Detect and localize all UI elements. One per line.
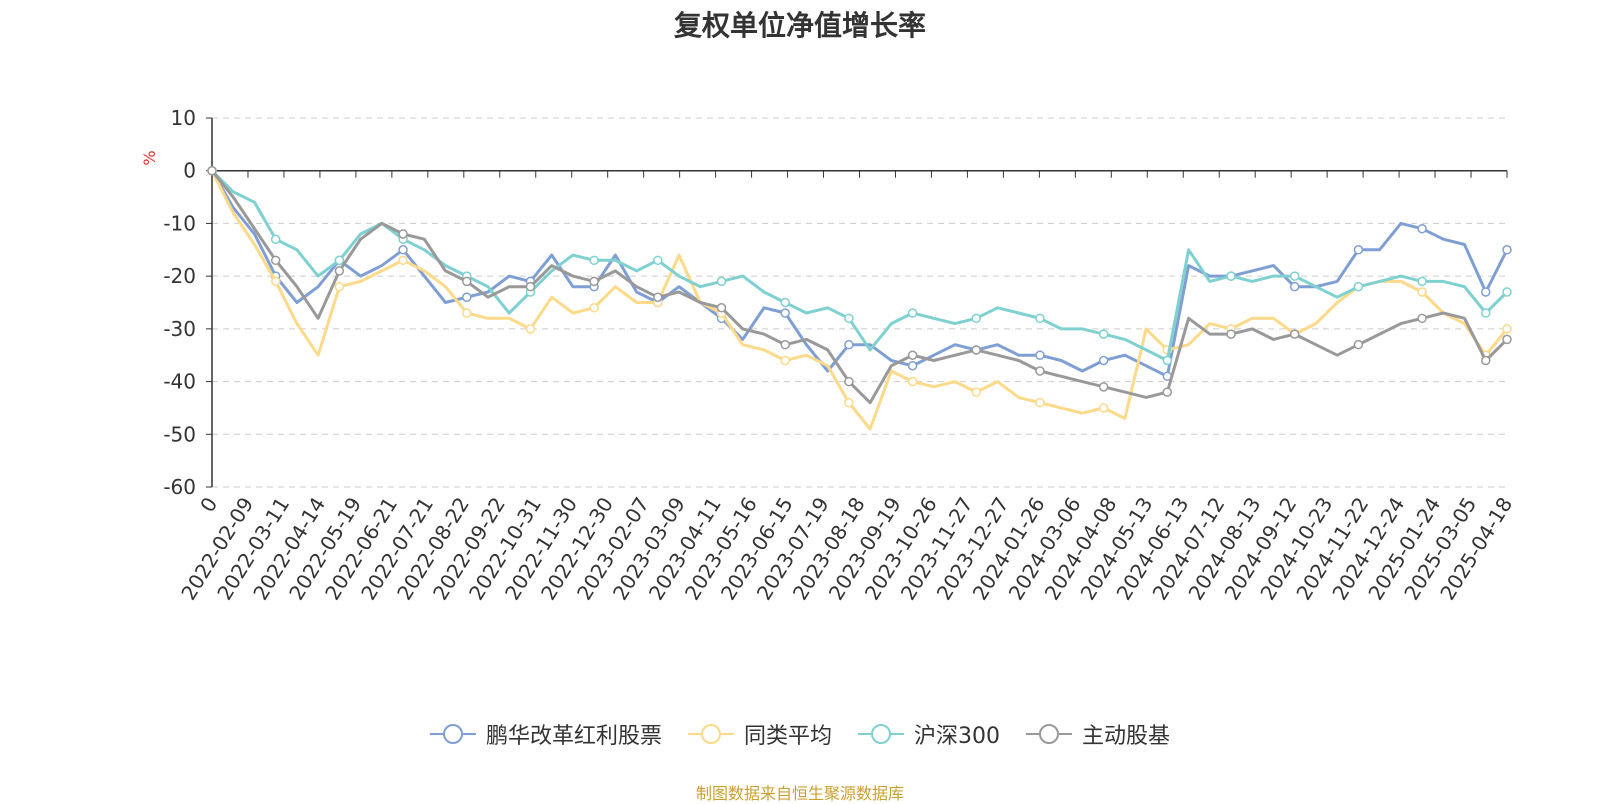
data-point [398,255,408,266]
data-point [207,165,217,176]
y-tick-label: -40 [163,370,196,394]
data-point [1502,334,1512,345]
data-point [334,266,345,276]
data-point [398,229,408,239]
data-point [1417,276,1427,287]
y-tick-label: -30 [163,317,196,341]
data-point [1098,382,1109,392]
data-point [589,303,599,313]
legend-swatch [429,724,476,744]
data-point [525,281,536,292]
data-point [1162,387,1173,397]
data-point [971,387,982,397]
data-point [1289,271,1300,281]
data-point [844,397,854,408]
data-point [780,339,790,350]
data-point [1353,245,1364,255]
data-point [1098,329,1109,339]
data-point [270,234,281,244]
data-point [1481,308,1491,318]
data-point [971,313,982,324]
legend-item-2[interactable]: 同类平均 [687,718,832,750]
data-point [1417,313,1427,324]
data-point [1417,287,1427,297]
data-point [907,308,918,318]
data-point [1035,350,1045,360]
data-point [907,376,918,387]
data-point [1353,339,1364,350]
data-point [780,308,790,318]
data-point [780,355,790,366]
y-axis-label: % [140,150,159,165]
data-point [334,255,345,266]
legend-label: 主动股基 [1082,724,1171,749]
legend-swatch [1026,724,1072,744]
data-point [1417,223,1427,234]
chart-legend: 鹏华改革红利股票 同类平均 沪深300 主动股基 [0,718,1600,750]
data-point [844,339,854,350]
data-point [1226,271,1236,281]
data-point [334,281,345,292]
y-tick-label: -60 [163,475,196,499]
data-point [1035,313,1045,324]
data-point [716,276,727,287]
data-point [653,255,663,266]
data-point [971,345,982,355]
data-point [653,292,663,302]
data-point [844,313,854,324]
legend-swatch [858,724,904,744]
data-point [525,324,536,334]
y-tick-label: -50 [163,422,196,446]
data-point [907,350,918,360]
data-point [907,361,918,371]
chart-title: 复权单位净值增长率 [673,9,926,42]
data-point [1035,397,1045,408]
series-line-3 [210,169,1509,362]
data-point [462,276,472,287]
data-point [589,276,599,287]
legend-item-1[interactable]: 鹏华改革红利股票 [429,718,662,750]
legend-label: 鹏华改革红利股票 [485,724,662,749]
data-point [1289,329,1300,339]
data-point [589,255,599,266]
y-tick-label: -10 [163,211,196,235]
data-point [462,292,472,302]
data-point [1289,281,1300,292]
data-point [844,376,854,387]
source-note: 制图数据来自恒生聚源数据库 [695,784,904,803]
legend-item-4[interactable]: 主动股基 [1026,718,1170,750]
data-point [1481,287,1491,297]
data-point [1035,366,1045,376]
data-point [270,276,281,287]
data-point [1502,245,1512,255]
y-tick-label: -20 [163,264,196,288]
data-point [398,245,408,255]
data-point [1353,281,1364,292]
y-tick-label: 0 [183,159,196,183]
x-tick-label: 0 [195,493,222,517]
legend-label: 沪深300 [914,724,1000,749]
data-point [462,308,472,318]
data-point [780,297,790,308]
data-point [1098,403,1109,413]
legend-swatch [687,724,734,744]
data-point [1162,355,1173,366]
data-point [1502,324,1512,334]
y-tick-label: 10 [171,106,196,130]
data-point [1226,329,1236,339]
data-point [716,303,727,313]
series-line-1 [210,169,1509,378]
data-point [1502,287,1512,297]
legend-item-3[interactable]: 沪深300 [858,718,1000,750]
data-point [1481,355,1491,366]
data-point [270,255,281,266]
data-point [1098,355,1109,366]
legend-label: 同类平均 [743,724,832,749]
